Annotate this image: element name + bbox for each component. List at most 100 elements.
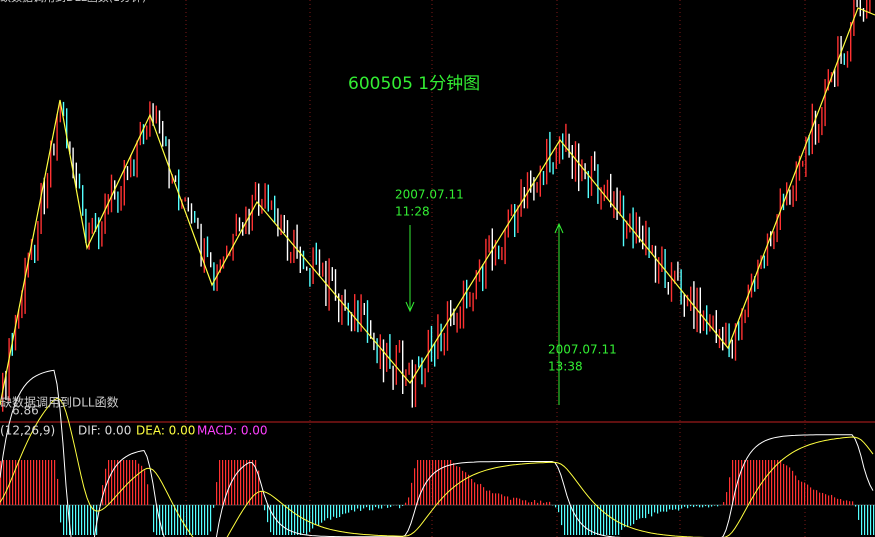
macd-bar [843,500,845,505]
macd-bar [57,478,59,505]
price-bar [443,332,445,356]
macd-bar [42,460,44,505]
price-bar [133,159,135,177]
price-bar [728,323,730,358]
macd-bar [864,505,866,535]
price-bar [354,294,356,332]
price-bar [338,293,340,323]
macd-bar [600,505,602,535]
macd-bar [645,505,647,519]
arrow-head [554,222,564,234]
macd-bar [633,505,635,525]
price-bar [171,174,173,184]
price-bar [792,185,794,207]
macd-bar [840,499,842,505]
macd-bar [414,468,416,505]
macd-bar [639,505,641,519]
price-bar [194,211,196,223]
price-bar [30,238,33,260]
price-bar [376,338,378,364]
price-bar [850,22,852,62]
macd-bar [495,493,497,505]
macd-bar [204,505,206,535]
price-bar [411,359,413,408]
price-bar [744,309,746,324]
macd-bar [366,505,368,508]
price-bar [862,8,865,22]
price-bar [613,191,615,219]
price-bar [152,103,154,126]
macd-bar [72,505,74,535]
macd-bar [117,460,119,505]
macd-bar [627,505,629,528]
price-bar [149,101,151,137]
annotation-time: 11:28 [395,205,430,219]
macd-bar [705,505,707,507]
macd-bar [759,460,761,505]
macd-bar [81,505,83,535]
macd-bar [774,460,776,505]
price-bar [568,133,570,158]
price-bar [814,110,817,145]
price-bar [718,329,721,349]
price-bar [821,107,823,136]
macd-bar [642,505,644,518]
macd-bar [849,501,851,505]
macd-bar [306,505,308,535]
price-bar [235,213,237,237]
price-bar [328,258,330,311]
price-bar [395,345,397,385]
price-bar [798,155,801,181]
price-bar [347,302,349,326]
macd-bar [165,505,167,535]
price-bar [222,256,225,269]
price-bar [398,340,401,353]
macd-bar [192,505,194,535]
macd-bar [591,505,593,535]
macd-bar [213,505,215,508]
price-bar [651,245,653,254]
price-bar [274,195,276,223]
macd-bar [699,505,701,508]
price-bar [62,101,65,117]
price-bar [43,177,45,215]
macd-bar [459,466,461,505]
price-bar [130,154,132,178]
macd-bar [663,505,665,512]
macd-bar [729,477,731,505]
macd-bar [387,505,389,508]
macd-bar [123,460,125,505]
price-bar [123,160,125,206]
macd-bar [831,494,833,505]
price-bar [578,143,580,192]
macd-bar [498,493,500,505]
price-bar [389,334,391,369]
macd-bar [546,502,548,505]
price-bar [597,164,599,204]
indicator-params: (12,26,9) [0,424,55,438]
macd-bar [807,484,809,505]
macd-bar [564,505,566,535]
macd-bar [219,460,221,505]
price-bar [206,236,209,258]
macd-bar [513,497,515,505]
macd-bar [540,500,542,505]
macd-bar [630,505,632,526]
macd-bar [252,460,254,505]
macd-bar [801,481,803,505]
price-bar [776,214,778,243]
macd-bar [135,460,137,505]
macd-bar [711,505,713,507]
macd-bar [198,505,200,535]
price-bar [603,184,605,202]
macd-bar [432,460,434,505]
price-bar [846,51,849,68]
macd-bar [819,492,821,505]
price-bar [677,261,679,281]
price-bar [699,287,701,334]
price-bar [187,197,189,212]
macd-bar [297,505,299,535]
price-bar [197,217,199,229]
price-bar [712,315,714,331]
